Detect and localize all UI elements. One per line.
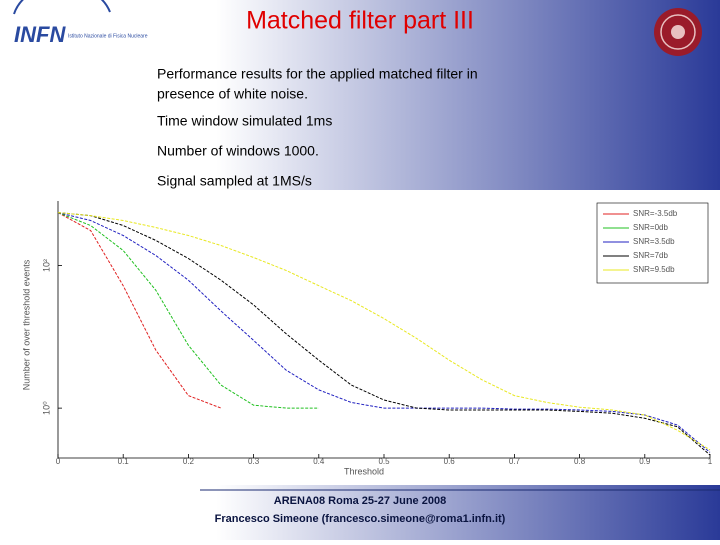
x-tick-label: 0.5 [378,457,390,466]
x-axis-label: Threshold [344,466,384,476]
x-tick-label: 0.9 [639,457,651,466]
x-tick-label: 0.1 [118,457,130,466]
series-line [57,212,319,409]
body-text: Performance results for the applied matc… [157,66,478,82]
x-tick-label: 0.3 [248,457,260,466]
logo-text: INFN [14,22,66,47]
university-seal [654,8,702,56]
series-line [57,212,222,409]
legend-label: SNR=-3.5db [633,209,678,218]
series-line [57,212,711,451]
legend-label: SNR=3.5db [633,237,675,246]
x-tick-label: 1 [708,457,713,466]
body-text: Time window simulated 1ms [157,113,332,129]
slide-title: Matched filter part III [246,7,474,35]
y-tick-label: 10² [41,259,51,272]
y-axis-label: Number of over threshold events [21,259,31,390]
legend-label: SNR=7db [633,251,668,260]
y-tick-label: 10⁰ [41,401,51,415]
legend-label: SNR=9.5db [633,265,675,274]
x-tick-label: 0.7 [509,457,521,466]
series-line [57,212,711,453]
legend-label: SNR=0db [633,223,668,232]
x-tick-label: 0 [56,457,61,466]
body-text: Signal sampled at 1MS/s [157,173,312,189]
logo-subtext: Istituto Nazionale di Fisica Nucleare [68,33,148,39]
body-text: Number of windows 1000. [157,143,319,159]
series-line [57,212,711,456]
x-tick-label: 0.8 [574,457,586,466]
infn-logo: INFN Istituto Nazionale di Fisica Nuclea… [13,0,148,47]
x-tick-label: 0.6 [444,457,456,466]
x-tick-label: 0.4 [313,457,325,466]
body-text: presence of white noise. [157,86,308,102]
footer-text: Francesco Simeone (francesco.simeone@rom… [215,513,506,525]
footer-text: ARENA08 Roma 25-27 June 2008 [274,495,446,507]
x-tick-label: 0.2 [183,457,195,466]
